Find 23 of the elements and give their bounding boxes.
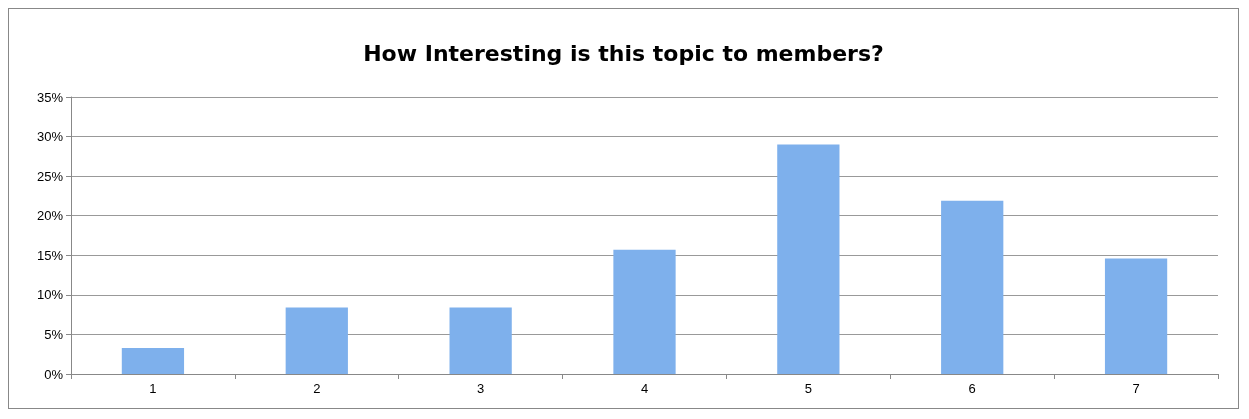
y-tick-label: 0% [44, 366, 64, 382]
x-tick-label: 2 [313, 381, 321, 396]
x-tick-label: 3 [477, 381, 485, 396]
bar [1104, 258, 1168, 374]
y-tick-label: 30% [36, 129, 64, 145]
y-tick-label: 35% [36, 89, 64, 105]
chart-title: How Interesting is this topic to members? [363, 40, 884, 66]
bar [941, 200, 1004, 374]
y-tick-label: 5% [44, 326, 64, 342]
y-tick-label: 10% [36, 287, 64, 303]
x-tick-label: 7 [1132, 381, 1140, 396]
x-tick-label: 1 [149, 381, 157, 396]
x-tick-label: 5 [804, 381, 812, 396]
x-tick-label: 6 [968, 381, 976, 396]
bar [285, 307, 348, 374]
bar [449, 307, 512, 374]
bar [121, 347, 185, 374]
y-tick-label: 20% [36, 208, 64, 224]
y-tick-label: 25% [36, 168, 64, 184]
bar [613, 249, 676, 374]
y-tick-label: 15% [36, 247, 64, 263]
bar [777, 144, 840, 374]
x-tick-label: 4 [640, 381, 649, 396]
